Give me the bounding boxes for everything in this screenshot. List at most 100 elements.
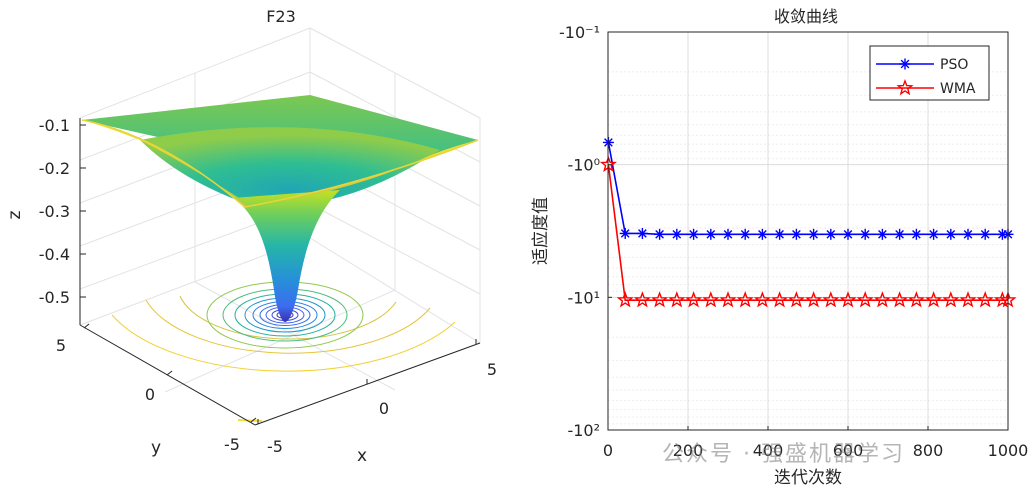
x-tick: 5 <box>487 360 497 379</box>
marker-asterisk <box>825 228 837 240</box>
marker-asterisk <box>756 228 768 240</box>
marker-pentagram <box>771 291 789 308</box>
x-tick-label: 400 <box>753 441 784 460</box>
watermark: 公众号 · 强盛机器学习 <box>662 442 905 467</box>
marker-pentagram <box>805 291 823 308</box>
marker-asterisk <box>894 228 906 240</box>
marker-pentagram <box>753 291 771 308</box>
x-tick: -5 <box>267 437 283 456</box>
marker-pentagram <box>616 291 634 308</box>
marker-asterisk <box>910 228 922 240</box>
surface-plot: F23 <box>5 7 497 466</box>
convergence-plot: 收敛曲线 0 200 400 600 800 1000 -10⁻¹ -10⁰ -10¹ -10²… <box>531 7 1028 488</box>
legend-label: WMA <box>940 81 976 97</box>
y-tick: 0 <box>145 385 155 404</box>
surface-right-wing <box>245 140 478 207</box>
legend-items: PSO WMA <box>876 57 976 97</box>
surface-axes <box>79 118 481 426</box>
marker-pentagram <box>896 79 914 96</box>
marker-pentagram <box>668 291 686 308</box>
marker-asterisk <box>808 228 820 240</box>
legend: PSO WMA <box>869 45 990 101</box>
x-tick-label: 600 <box>833 441 864 460</box>
marker-pentagram <box>702 291 720 308</box>
marker-asterisk <box>962 228 974 240</box>
marker-pentagram <box>907 291 925 308</box>
z-tick: -0.3 <box>39 202 70 221</box>
marker-asterisk <box>979 228 991 240</box>
marker-asterisk <box>945 228 957 240</box>
z-tick: -0.5 <box>39 288 70 307</box>
marker-pentagram <box>839 291 857 308</box>
marker-pentagram <box>856 291 874 308</box>
marker-asterisk <box>671 228 683 240</box>
marker-pentagram <box>651 291 669 308</box>
z-tick-labels: -0.1 -0.2 -0.3 -0.4 -0.5 <box>39 116 70 307</box>
marker-pentagram <box>633 291 651 308</box>
marker-pentagram <box>822 291 840 308</box>
x-tick-labels: -5 0 5 <box>267 360 497 456</box>
x-tick-labels: 0 200 400 600 800 1000 <box>603 426 1028 460</box>
y-tick: -5 <box>224 435 240 454</box>
marker-asterisk <box>842 228 854 240</box>
legend-box <box>869 45 990 101</box>
legend-item-wma: WMA <box>876 79 976 97</box>
marker-pentagram <box>976 291 994 308</box>
x-tick-label: 0 <box>603 441 613 460</box>
y-tick-label: -10⁰ <box>567 156 600 175</box>
x-tick-label: 800 <box>913 441 944 460</box>
x-tick-label: 1000 <box>988 441 1029 460</box>
x-axis-label: 迭代次数 <box>774 468 842 488</box>
y-axis-label: 适应度值 <box>531 197 551 265</box>
marker-asterisk <box>899 58 911 70</box>
marker-asterisk <box>790 228 802 240</box>
marker-pentagram <box>685 291 703 308</box>
plot-frame <box>607 31 1009 431</box>
marker-asterisk <box>705 228 717 240</box>
marker-asterisk <box>876 228 888 240</box>
marker-pentagram <box>942 291 960 308</box>
marker-asterisk <box>636 227 648 239</box>
x-tick-label: 200 <box>673 441 704 460</box>
surface-inner-bowl <box>140 127 440 207</box>
legend-label: PSO <box>940 57 968 73</box>
surface-mesh <box>81 95 479 322</box>
legend-item-pso: PSO <box>876 57 968 73</box>
y-tick-label: -10² <box>567 421 600 440</box>
marker-asterisk <box>722 228 734 240</box>
marker-asterisk <box>619 227 631 239</box>
chart-title: 收敛曲线 <box>774 7 838 26</box>
y-axis-label: y <box>151 438 161 458</box>
marker-pentagram <box>873 291 891 308</box>
marker-pentagram <box>959 291 977 308</box>
y-tick-label: -10¹ <box>567 288 600 307</box>
z-tick: -0.2 <box>39 159 70 178</box>
z-tick: -0.4 <box>39 245 70 264</box>
marker-asterisk <box>654 228 666 240</box>
marker-asterisk <box>859 228 871 240</box>
marker-asterisk <box>774 228 786 240</box>
y-tick-labels: 5 0 -5 <box>56 336 240 454</box>
marker-pentagram <box>719 291 737 308</box>
series-line <box>607 164 1008 301</box>
y-tick-labels: -10⁻¹ -10⁰ -10¹ -10² <box>559 23 612 440</box>
marker-asterisk <box>688 228 700 240</box>
y-tick-label: -10⁻¹ <box>559 23 600 42</box>
surface-title: F23 <box>266 7 296 26</box>
marker-pentagram <box>925 291 943 308</box>
z-tick: -0.1 <box>39 116 70 135</box>
marker-pentagram <box>891 291 909 308</box>
z-axis-label: z <box>5 210 25 219</box>
marker-pentagram <box>993 291 1011 308</box>
x-axis-label: x <box>357 446 367 466</box>
series-layer <box>599 136 1017 308</box>
marker-pentagram <box>787 291 805 308</box>
marker-asterisk <box>928 228 940 240</box>
surface-funnel <box>233 190 340 322</box>
marker-pentagram <box>736 291 754 308</box>
x-tick: 0 <box>379 399 389 418</box>
series-wma <box>599 155 1017 308</box>
marker-asterisk <box>739 228 751 240</box>
series-pso <box>602 136 1014 240</box>
